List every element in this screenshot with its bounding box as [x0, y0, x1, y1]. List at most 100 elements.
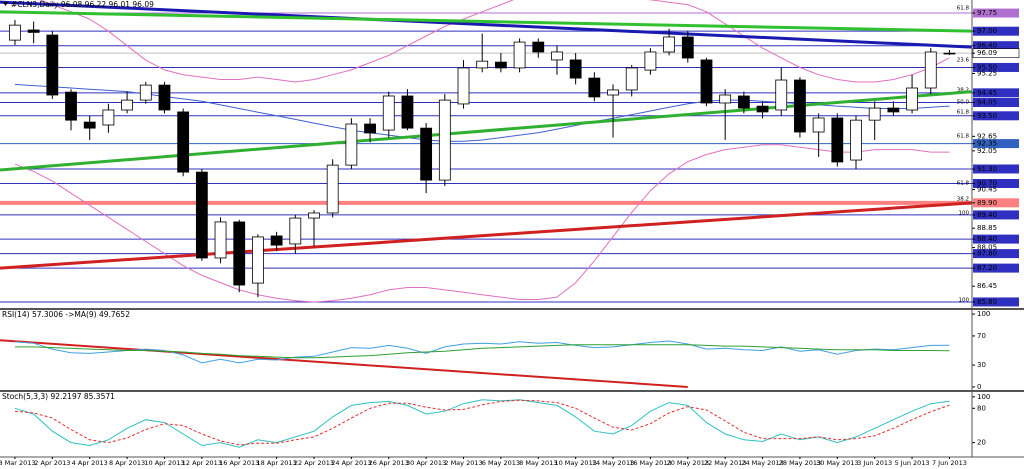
candle-body — [252, 236, 264, 284]
candle-body — [158, 84, 171, 111]
y-tick-label: 92.05 — [977, 147, 997, 155]
y-tick-label: 88.05 — [977, 244, 997, 252]
y-tick-label: 93.50 — [977, 112, 997, 120]
level-box — [973, 88, 1019, 98]
fib-label: 61.8 — [957, 181, 970, 187]
candle-body — [401, 95, 414, 129]
candle-body — [794, 79, 806, 133]
candle-body — [27, 29, 40, 33]
y-tick-label: 97.00 — [977, 27, 997, 35]
y-tick-label: 100 — [977, 393, 990, 401]
candle-body — [83, 121, 96, 129]
candle-body — [457, 67, 470, 105]
x-tick-label: 16 Apr 2013 — [219, 459, 259, 467]
fib-label: 38.2 — [957, 196, 969, 202]
x-tick-label: 30 May 2013 — [816, 459, 858, 467]
candle-body — [195, 171, 208, 259]
indicator-line — [15, 344, 950, 359]
candle-body — [812, 117, 825, 133]
x-tick-label: 22 May 2013 — [704, 459, 746, 467]
x-tick-label: 22 Apr 2013 — [294, 459, 334, 467]
fib-label: 61.8 — [957, 134, 970, 140]
candle-body — [139, 84, 152, 101]
candle-body — [756, 105, 769, 113]
candle-body — [943, 52, 956, 55]
x-tick-label: 28 Mar 2013 — [0, 459, 36, 467]
x-tick-label: 2 May 2013 — [444, 459, 482, 467]
level-box — [973, 26, 1019, 36]
level-box — [973, 234, 1019, 244]
x-tick-label: 30 Apr 2013 — [406, 459, 446, 467]
candle-body — [551, 51, 563, 61]
level-box — [973, 210, 1019, 220]
x-tick-label: 10 Apr 2013 — [144, 459, 184, 467]
panel-title: RSI(14) 57.3006 ->MA(9) 49.7652 — [2, 310, 130, 319]
level-box — [973, 198, 1019, 208]
level-box — [973, 62, 1019, 72]
x-tick-label: 28 May 2013 — [779, 459, 821, 467]
x-tick-label: 4 Apr 2013 — [72, 459, 108, 467]
y-tick-label: 80 — [977, 404, 986, 412]
candle-body — [887, 107, 900, 113]
y-tick-label: 88.85 — [977, 224, 997, 232]
candle-body — [214, 221, 227, 259]
x-tick-label: 5 Jun 2013 — [895, 459, 930, 467]
candle-body — [121, 99, 133, 111]
y-tick-label: 30 — [977, 361, 986, 369]
candle-body — [569, 59, 582, 79]
rsi-panel — [0, 339, 950, 388]
candle-body — [700, 59, 713, 104]
price-panel: 61.8 23.6 38.2 50.0 61.8 61.8 61.8 38.2 100 100 — [0, 0, 972, 304]
candle-body — [775, 79, 788, 111]
y-tick-label: 94.05 — [977, 99, 997, 107]
x-tick-label: 3 Jun 2013 — [857, 459, 892, 467]
candle-body — [607, 89, 619, 96]
level-box — [973, 111, 1019, 121]
x-tick-label: 18 Apr 2013 — [257, 459, 297, 467]
y-tick-label: 87.20 — [977, 264, 997, 272]
y-tick-label: 88.40 — [977, 235, 997, 243]
x-tick-label: 24 Apr 2013 — [331, 459, 371, 467]
fib-label: 61.8 — [957, 5, 970, 11]
x-tick-label: 16 May 2013 — [629, 459, 671, 467]
overlay-line — [39, 0, 950, 83]
y-tick-label: 92.65 — [977, 132, 997, 140]
candle-body — [326, 164, 339, 214]
trendline — [0, 90, 972, 172]
x-tick-label: 10 May 2013 — [554, 459, 596, 467]
y-tick-label: 90.70 — [977, 179, 997, 187]
candle-body — [513, 41, 526, 69]
x-tick-label: 8 May 2013 — [519, 459, 557, 467]
candle-body — [102, 109, 115, 126]
y-tick-label: 87.80 — [977, 250, 997, 258]
fib-label: 100 — [959, 298, 970, 304]
candle-body — [382, 95, 395, 131]
candle-body — [663, 36, 676, 53]
candle-body — [644, 51, 657, 71]
candle-body — [420, 127, 433, 181]
x-tick-label: 8 Apr 2013 — [109, 459, 145, 467]
x-tick-label: 2 Apr 2013 — [34, 459, 70, 467]
candle-body — [494, 61, 507, 69]
candle-body — [9, 24, 21, 41]
candle-body — [364, 123, 376, 134]
candle-body — [831, 117, 844, 163]
fib-label: 61.8 — [957, 109, 970, 115]
panel-title: #CLN3,Daily 96.08 96.22 96.01 96.09 — [11, 0, 154, 9]
y-tick-label: 95.25 — [977, 69, 997, 77]
candle-body — [906, 87, 918, 111]
candle-body — [476, 60, 489, 69]
candle-body — [308, 212, 320, 219]
overlay-line — [14, 83, 950, 142]
y-tick-label: 97.75 — [977, 9, 997, 17]
x-tick-label: 26 Apr 2013 — [369, 459, 409, 467]
trendline — [0, 10, 972, 33]
fib-label: 38.2 — [957, 87, 969, 93]
level-box — [973, 263, 1019, 273]
x-tick-label: 6 May 2013 — [482, 459, 520, 467]
candle-body — [532, 41, 545, 53]
level-box — [973, 98, 1019, 108]
candle-body — [345, 123, 358, 166]
indicator-line — [14, 399, 950, 446]
